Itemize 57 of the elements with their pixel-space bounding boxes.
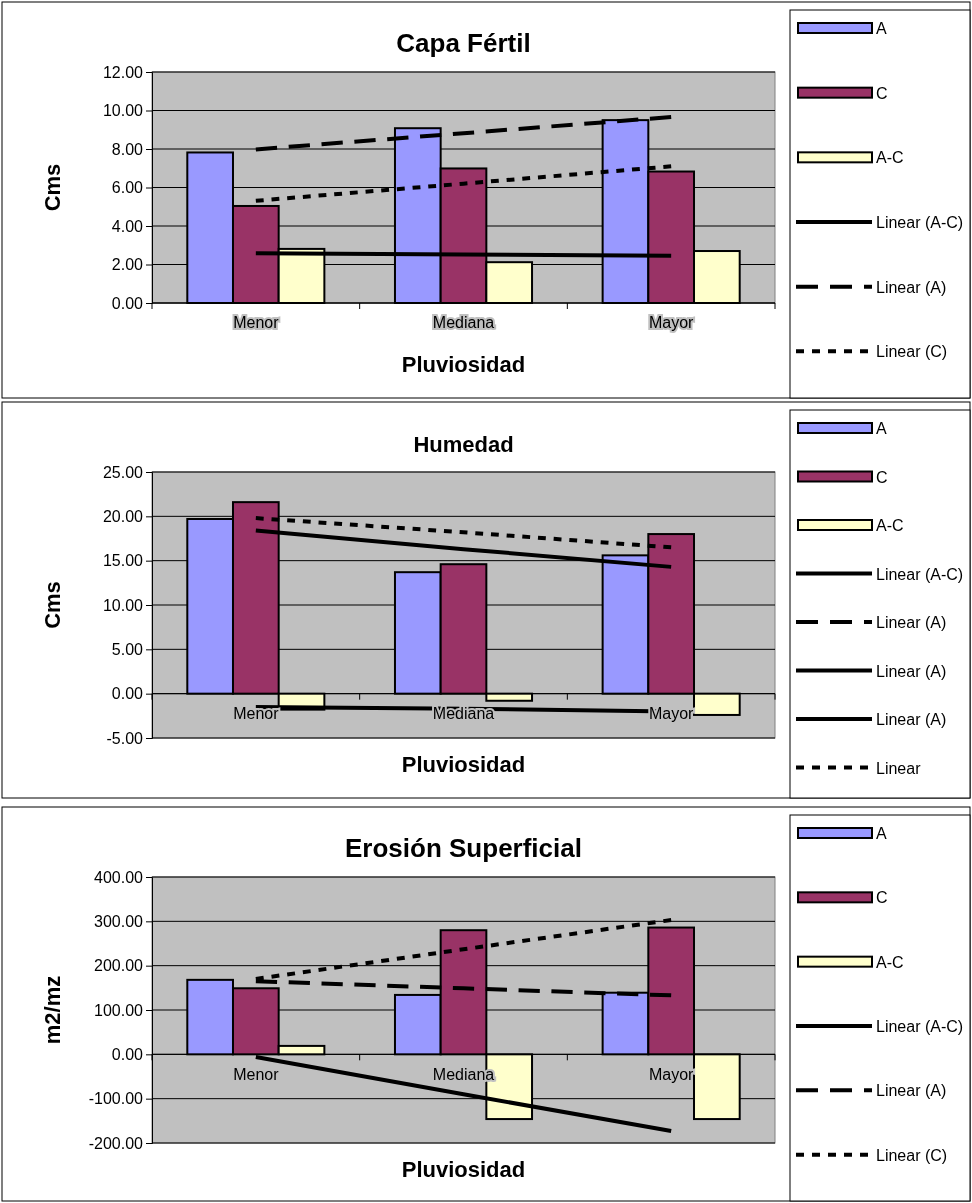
legend-label: A-C xyxy=(876,517,904,534)
legend-label: Linear (A) xyxy=(876,614,947,631)
y-tick-label: 10.00 xyxy=(102,102,144,120)
legend-label: Linear (A) xyxy=(876,711,947,728)
y-tick-label: 400.00 xyxy=(94,868,144,886)
y-tick-label: -200.00 xyxy=(88,1134,144,1152)
y-tick-label: 300.00 xyxy=(94,912,144,930)
y-tick-label: -100.00 xyxy=(88,1090,144,1108)
legend-label: Linear (A) xyxy=(876,1082,947,1100)
legend-label: Linear (A-C) xyxy=(876,1018,964,1035)
y-tick-label: 0.00 xyxy=(111,685,144,703)
chart-title: Erosión Superficial xyxy=(345,833,582,863)
y-tick-label: 100.00 xyxy=(94,1001,144,1019)
legend-label: A-C xyxy=(876,149,904,167)
y-tick-label: -5.00 xyxy=(106,729,144,747)
y-tick-label: 200.00 xyxy=(94,957,144,975)
legend-label: Linear xyxy=(876,759,922,777)
y-tick-label: 10.00 xyxy=(102,596,144,614)
x-tick-label: Menor xyxy=(233,314,280,332)
x-tick-label: Menor xyxy=(233,705,280,723)
y-axis-title: Cms xyxy=(40,163,65,212)
y-tick-label: 25.00 xyxy=(102,463,144,481)
y-tick-label: 6.00 xyxy=(111,179,144,197)
legend-label: Linear (A) xyxy=(876,278,947,296)
y-tick-label: 0.00 xyxy=(111,1045,144,1063)
legend-label: Linear (C) xyxy=(876,1146,948,1164)
x-axis-title: Pluviosidad xyxy=(401,1157,526,1182)
y-axis-title: m2/mz xyxy=(40,975,65,1045)
x-tick-label: Mayor xyxy=(648,314,695,332)
legend-label: C xyxy=(876,84,888,102)
legend-label: A xyxy=(876,420,887,437)
y-tick-label: 15.00 xyxy=(102,552,144,570)
chart-title: Humedad xyxy=(413,432,514,457)
legend-label: Linear (A-C) xyxy=(876,214,964,231)
x-axis-title: Pluviosidad xyxy=(401,752,526,777)
x-tick-label: Mediana xyxy=(432,314,495,332)
y-tick-label: 12.00 xyxy=(102,63,144,81)
y-axis-title: Cms xyxy=(40,581,65,629)
legend-label: A xyxy=(876,825,887,842)
legend-label: C xyxy=(876,889,888,907)
legend-label: C xyxy=(876,468,888,486)
legend-label: Linear (A-C) xyxy=(876,565,964,583)
y-tick-label: 2.00 xyxy=(111,256,144,274)
chart-title: Capa Fértil xyxy=(396,28,531,58)
y-tick-label: 0.00 xyxy=(111,294,144,312)
x-tick-label: Mayor xyxy=(648,1065,695,1083)
legend-label: Linear (A) xyxy=(876,662,947,680)
legend-label: A xyxy=(876,20,887,37)
x-axis-title: Pluviosidad xyxy=(401,352,526,377)
x-tick-label: Mayor xyxy=(648,705,695,723)
y-tick-label: 4.00 xyxy=(111,217,144,235)
legend-label: A-C xyxy=(876,953,904,971)
y-tick-label: 5.00 xyxy=(111,640,144,658)
y-tick-label: 20.00 xyxy=(102,507,144,525)
legend-label: Linear (C) xyxy=(876,343,948,361)
y-tick-label: 8.00 xyxy=(111,140,144,158)
x-tick-label: Menor xyxy=(233,1065,280,1083)
